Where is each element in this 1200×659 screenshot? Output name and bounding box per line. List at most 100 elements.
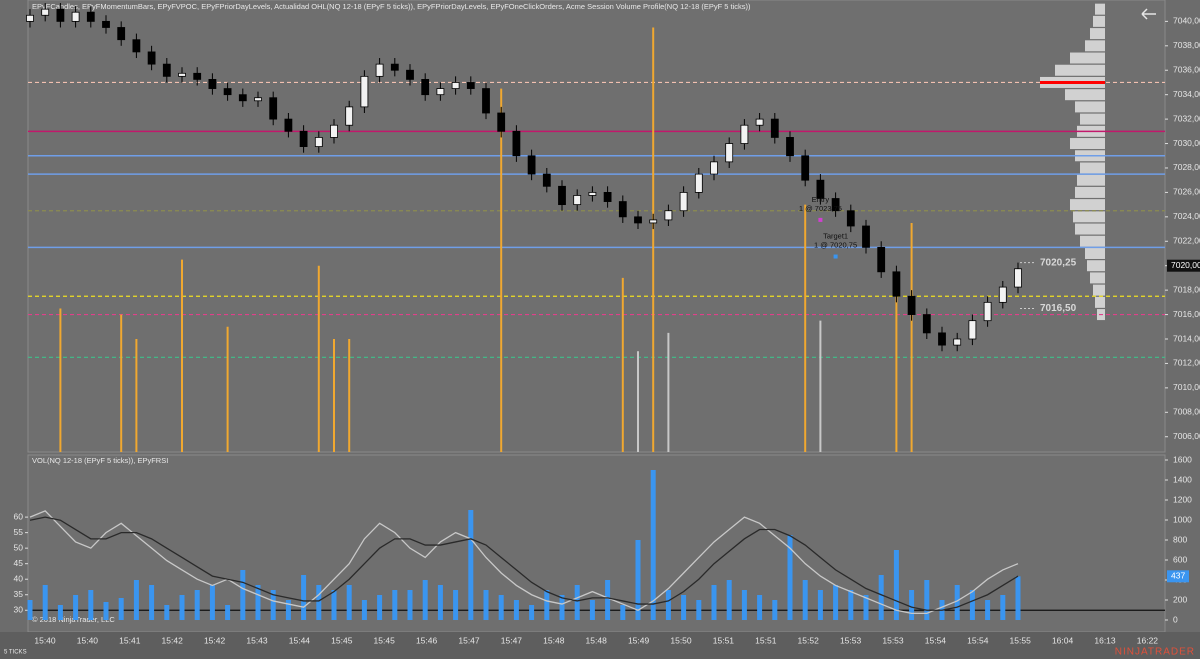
volume-bar <box>665 590 671 620</box>
candle-body <box>710 161 718 175</box>
candle-body <box>558 185 566 206</box>
x-tick-label: 15:45 <box>331 635 353 645</box>
volume-bar <box>27 600 33 620</box>
volume-bar <box>209 585 215 620</box>
volume-bar <box>696 600 702 620</box>
y-tick-label: 45 <box>14 558 24 568</box>
candle-body <box>998 286 1007 303</box>
profile-bar <box>1075 186 1105 198</box>
candle-body <box>618 201 627 218</box>
volume-bar <box>331 590 337 620</box>
x-tick-label: 15:54 <box>925 635 947 645</box>
volume-bar <box>878 575 884 620</box>
candle-body <box>482 88 490 114</box>
volume-bar <box>73 595 79 620</box>
indicator-title: VOL(NQ 12-18 (EPyF 5 ticks)), EPyFRSI <box>32 456 168 465</box>
candle-body <box>527 155 536 175</box>
candle-body <box>725 143 734 163</box>
profile-bar <box>1085 40 1105 52</box>
profile-bar <box>1080 162 1105 174</box>
rsi-line <box>29 516 1019 611</box>
candle-body <box>360 75 369 108</box>
profile-bar <box>1075 223 1105 235</box>
order-text: 1 @ 7020,75 <box>814 241 857 250</box>
x-tick-label: 15:47 <box>458 635 480 645</box>
volume-bar <box>285 600 291 620</box>
candle-body <box>86 11 95 22</box>
order-label: Entry <box>812 195 830 204</box>
back-button[interactable] <box>1141 8 1156 20</box>
volume-bar <box>529 605 535 620</box>
volume-bar <box>453 590 459 620</box>
volume-bar <box>574 585 580 620</box>
y-tick-label: 55 <box>14 527 24 537</box>
candle-body <box>466 82 475 89</box>
y-tick-label: 7022,00 <box>1173 236 1200 246</box>
volume-bar <box>635 540 641 620</box>
x-tick-label: 15:52 <box>798 635 820 645</box>
order-text: 1 @ 7023,75 <box>799 204 842 213</box>
volume-bar <box>437 585 443 620</box>
volume-bar <box>924 580 930 620</box>
volume-bar <box>194 590 200 620</box>
candle-body <box>892 271 901 297</box>
price-panel-title: EPyFCandles, EPyFMomentumBars, EPyFVPOC,… <box>32 2 751 11</box>
y-tick-label: 7040,00 <box>1173 16 1200 26</box>
volume-bar <box>255 585 261 620</box>
candle-body <box>117 27 126 41</box>
volume-bar <box>741 590 747 620</box>
y-tick-label: 50 <box>14 542 24 552</box>
y-tick-label: 40 <box>14 573 24 583</box>
volume-bar <box>954 585 960 620</box>
volume-bar <box>711 585 717 620</box>
candle-body <box>679 192 688 212</box>
x-tick-label: 15:44 <box>289 635 311 645</box>
candle-body <box>770 118 779 138</box>
volume-bar <box>893 550 899 620</box>
volume-bar <box>620 605 626 620</box>
x-tick-label: 15:45 <box>374 635 396 645</box>
candle-body <box>390 63 399 71</box>
volume-bar <box>392 590 398 620</box>
candle-body <box>71 11 80 22</box>
volume-bar <box>802 580 808 620</box>
last-volume-box <box>1167 570 1189 583</box>
y-tick-label: 7030,00 <box>1173 138 1200 148</box>
y2-tick-label: 600 <box>1173 554 1187 564</box>
candle-body <box>831 198 840 212</box>
order-marker <box>818 217 823 222</box>
candle-body <box>862 225 870 248</box>
candle-body <box>512 130 521 157</box>
profile-bar <box>1070 138 1105 150</box>
profile-bar <box>1055 64 1105 76</box>
volume-bar <box>407 590 413 620</box>
profile-bar <box>1093 284 1105 296</box>
volume-bar <box>544 590 550 620</box>
volume-bar <box>57 605 63 620</box>
x-tick-label: 15:53 <box>882 635 904 645</box>
volume-bar <box>1015 576 1021 620</box>
volume-bar <box>772 600 778 620</box>
volume-bar <box>240 570 246 620</box>
volume-bar <box>361 600 367 620</box>
x-tick-label: 15:51 <box>755 635 777 645</box>
x-tick-label: 15:46 <box>416 635 438 645</box>
candle-body <box>102 20 110 28</box>
profile-bar <box>1093 15 1105 27</box>
y-tick-label: 7034,00 <box>1173 89 1200 99</box>
candle-body <box>436 88 445 96</box>
y-tick-label: 7024,00 <box>1173 211 1200 221</box>
candle-body <box>330 124 338 138</box>
volume-bar <box>498 595 504 620</box>
y2-tick-label: 0 <box>1173 614 1178 624</box>
x-tick-label: 15:53 <box>840 635 862 645</box>
candle-body <box>694 173 703 193</box>
y-tick-label: 7026,00 <box>1173 187 1200 197</box>
volume-bar <box>42 585 48 620</box>
volume-bar <box>133 580 139 620</box>
y2-tick-label: 1200 <box>1173 494 1192 504</box>
last-volume: 437 <box>1171 571 1185 581</box>
candle-body <box>223 88 232 96</box>
